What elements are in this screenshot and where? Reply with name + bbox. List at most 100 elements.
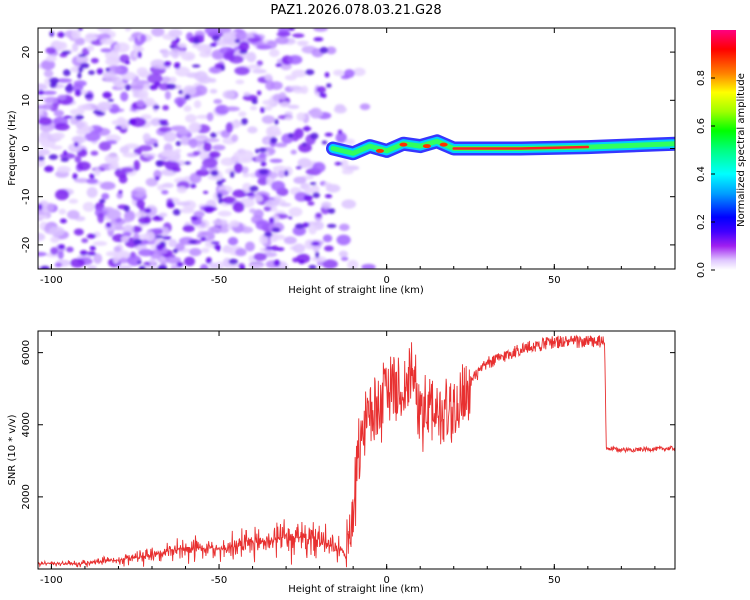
spectrogram-noise-blob: [249, 208, 256, 214]
spectrogram-noise-blob: [54, 122, 70, 131]
spectrogram-xlabel: Height of straight line (km): [288, 285, 424, 296]
spectrogram-noise-blob: [122, 224, 134, 234]
spectrogram-noise-blob: [246, 51, 257, 63]
spectrogram-noise-spot: [334, 161, 343, 166]
spectrogram-noise-spot: [43, 165, 54, 173]
spectrogram-noise-blob: [82, 201, 95, 212]
spectrogram-noise-spot: [155, 176, 160, 181]
spectrogram-noise-blob: [313, 28, 328, 32]
spectrogram-noise-spot: [49, 31, 55, 37]
spectrogram-noise-blob: [38, 96, 46, 101]
spectrogram-noise-blob: [193, 210, 205, 218]
spectrogram-noise-spot: [203, 190, 209, 194]
spectrogram-noise-blob: [177, 42, 187, 48]
spectrogram-noise-blob: [207, 174, 224, 181]
spectrogram-noise-blob: [347, 259, 359, 269]
spectrogram-noise-blob: [57, 94, 67, 100]
spectrogram-noise-blob: [264, 199, 279, 208]
spectrogram-noise-spot: [166, 83, 177, 90]
spectrogram-noise-blob: [41, 90, 57, 95]
spectrogram-noise-blob: [169, 76, 177, 84]
spectrogram-noise-blob: [334, 103, 345, 111]
spectrogram-noise-spot: [218, 197, 223, 204]
spectrogram-noise-blob: [52, 132, 65, 140]
spectrogram-noise-blob: [298, 143, 312, 153]
spectrogram-noise-blob: [66, 209, 80, 220]
spectrogram-noise-spot: [312, 192, 320, 199]
spectrogram-noise-blob: [335, 132, 347, 144]
spectrogram-noise-blob: [199, 263, 209, 269]
spectrogram-noise-blob: [144, 97, 155, 107]
spectrogram-noise-blob: [38, 232, 46, 242]
spectrogram-noise-blob: [86, 178, 99, 184]
spectrogram-noise-blob: [168, 239, 178, 248]
spectrogram-noise-spot: [153, 104, 160, 110]
spectrogram-noise-blob: [341, 199, 357, 209]
spectrogram-noise-blob: [133, 160, 141, 171]
spectrogram-noise-blob: [263, 205, 272, 212]
spectrogram-noise-blob: [229, 55, 244, 64]
colorbar-tick-label: 0.6: [696, 118, 707, 134]
spectrogram-noise-blob: [213, 99, 223, 104]
spectrogram-noise-spot: [310, 241, 320, 246]
spectrogram-noise-spot: [159, 122, 170, 126]
spectrogram-noise-spot: [172, 248, 179, 254]
spectrogram-noise-spot: [274, 119, 279, 126]
spectrogram-noise-blob: [145, 177, 158, 187]
spectrogram-noise-blob: [194, 70, 208, 82]
spectrogram-noise-blob: [185, 114, 197, 123]
spectrogram-noise-blob: [343, 69, 355, 78]
spectrogram-noise-blob: [160, 76, 172, 83]
spectrogram-noise-spot: [138, 265, 146, 269]
spectrogram-noise-blob: [183, 256, 196, 267]
spectrogram-noise-blob: [193, 100, 202, 109]
spectrogram-noise-blob: [197, 44, 204, 50]
spectrogram-noise-blob: [161, 189, 169, 195]
spectrogram-noise-blob: [218, 227, 230, 234]
colorbar-tick-label: 0.2: [696, 214, 707, 230]
spectrogram-noise-blob: [51, 41, 67, 46]
spectrogram-noise-spot: [310, 132, 319, 140]
spectrogram-noise-blob: [177, 50, 187, 57]
spectrogram-noise-blob: [146, 155, 155, 160]
spectrogram-noise-spot: [77, 72, 82, 79]
snr-xtick-label: 0: [383, 575, 389, 586]
spectrogram-noise-blob: [160, 149, 177, 158]
spectrogram-xtick-label: 50: [548, 275, 561, 286]
spectrogram-noise-spot: [89, 173, 95, 179]
spectrogram-noise-spot: [193, 37, 200, 45]
spectrogram-noise-spot: [260, 161, 267, 167]
spectrogram-noise-blob: [258, 152, 267, 159]
spectrogram-noise-blob: [222, 32, 236, 44]
spectrogram-noise-blob: [256, 45, 272, 50]
spectrogram-noise-blob: [267, 125, 281, 137]
spectrogram-noise-blob: [92, 241, 108, 246]
spectrogram-noise-blob: [165, 256, 182, 264]
spectrogram-noise-spot: [84, 93, 93, 99]
spectrogram-noise-blob: [217, 210, 232, 217]
spectrogram-noise-blob: [234, 66, 250, 76]
spectrogram-noise-blob: [279, 101, 291, 108]
spectrogram-noise-blob: [223, 199, 235, 205]
spectrogram-noise-blob: [142, 133, 151, 142]
spectrogram-noise-spot: [264, 231, 273, 238]
spectrogram-noise-spot: [184, 93, 191, 100]
spectrogram-noise-spot: [210, 132, 217, 138]
spectrogram-noise-blob: [292, 243, 306, 254]
snr-ytick-label: 2000: [21, 484, 32, 509]
spectrogram-noise-spot: [95, 111, 106, 116]
spectrogram-noise-blob: [76, 161, 91, 171]
spectrogram-noise-blob: [113, 246, 122, 253]
spectrogram-noise-blob: [202, 157, 218, 169]
spectrogram-noise-blob: [283, 236, 297, 245]
spectrogram-noise-blob: [252, 69, 267, 74]
spectrogram-noise-blob: [150, 118, 160, 127]
spectrogram-noise-blob: [224, 106, 240, 112]
spectrogram-xtick-label: -50: [211, 275, 227, 286]
spectrogram-noise-blob: [46, 202, 55, 212]
spectrogram-noise-blob: [209, 151, 221, 159]
spectrogram-noise-blob: [136, 199, 145, 209]
spectrogram-noise-blob: [140, 114, 152, 120]
spectrogram-noise-blob: [123, 217, 132, 223]
spectrogram-noise-spot: [72, 173, 78, 180]
